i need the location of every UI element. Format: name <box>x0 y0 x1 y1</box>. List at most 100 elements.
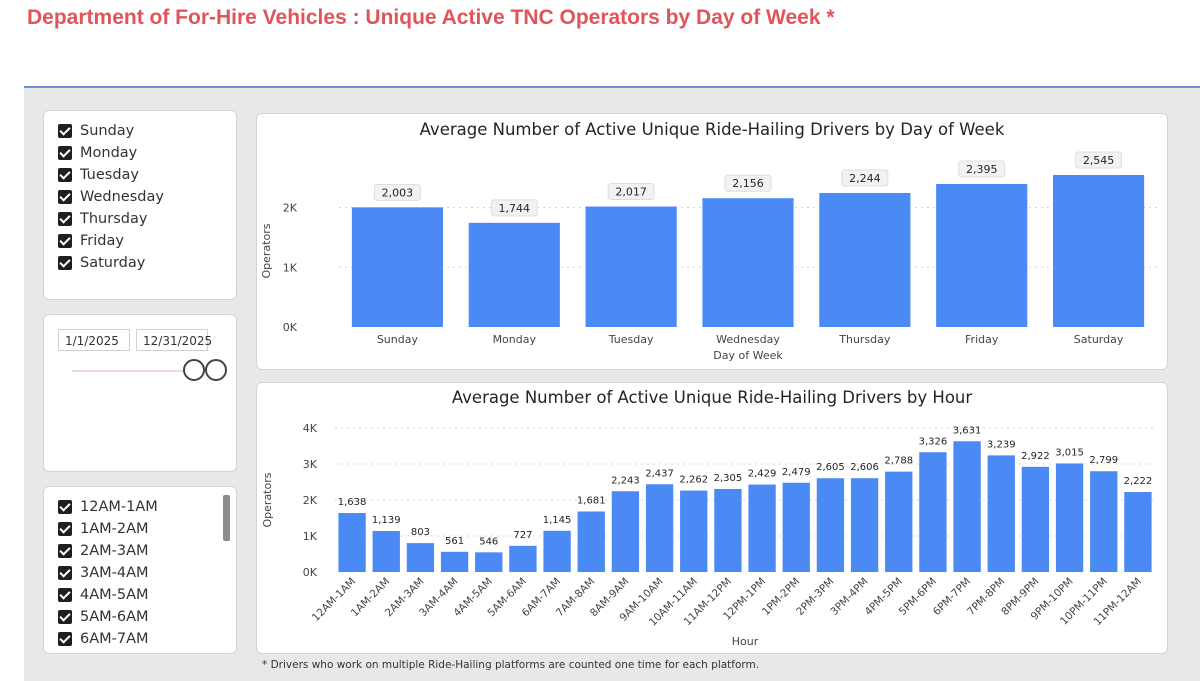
y-tick-label: 0K <box>303 566 318 579</box>
y-tick-label: 1K <box>283 261 298 274</box>
y-tick-label: 2K <box>283 202 298 215</box>
date-range-slicer: 1/1/2025 12/31/2025 <box>43 314 237 472</box>
hour-item-label: 12AM-1AM <box>80 499 158 515</box>
day-item-friday[interactable]: Friday <box>58 230 164 252</box>
day-slicer: Sunday Monday Tuesday Wednesday Thursday… <box>43 110 237 300</box>
bar <box>475 552 503 572</box>
day-item-tuesday[interactable]: Tuesday <box>58 164 164 186</box>
x-tick-label: 12AM-1AM <box>310 576 358 624</box>
hour-item[interactable]: 5AM-6AM <box>58 606 158 628</box>
checkbox-checked-icon[interactable] <box>58 610 72 624</box>
bar <box>406 543 435 572</box>
date-slider-track[interactable] <box>72 370 197 372</box>
data-label-bg <box>841 169 889 187</box>
day-chart-title: Average Number of Active Unique Ride-Hai… <box>419 120 1005 139</box>
data-label: 561 <box>445 536 464 547</box>
data-label: 2,003 <box>382 186 414 199</box>
bar <box>680 490 708 572</box>
data-label-bg <box>958 160 1006 178</box>
hour-slicer-scrollbar[interactable] <box>223 495 230 541</box>
checkbox-checked-icon[interactable] <box>58 500 72 514</box>
checkbox-checked-icon[interactable] <box>58 124 72 138</box>
data-label: 3,239 <box>987 439 1016 450</box>
checkbox-checked-icon[interactable] <box>58 212 72 226</box>
slider-end-handle[interactable] <box>205 359 227 381</box>
bar <box>372 530 400 572</box>
day-item-sunday[interactable]: Sunday <box>58 120 164 142</box>
data-label-bg <box>373 183 421 201</box>
checkbox-checked-icon[interactable] <box>58 146 72 160</box>
checkbox-checked-icon[interactable] <box>58 566 72 580</box>
checkbox-checked-icon[interactable] <box>58 588 72 602</box>
hour-item[interactable]: 4AM-5AM <box>58 584 158 606</box>
bar <box>953 441 981 572</box>
day-chart-card: Average Number of Active Unique Ride-Hai… <box>256 113 1168 370</box>
hour-item[interactable]: 3AM-4AM <box>58 562 158 584</box>
data-label: 803 <box>411 527 430 538</box>
day-item-monday[interactable]: Monday <box>58 142 164 164</box>
x-tick-label: Tuesday <box>608 333 654 346</box>
data-label: 2,244 <box>849 172 881 185</box>
hour-item[interactable]: 1AM-2AM <box>58 518 158 540</box>
bar <box>645 484 674 572</box>
hour-item[interactable]: 12AM-1AM <box>58 496 158 518</box>
data-label: 2,017 <box>615 186 647 199</box>
hour-item-label: 5AM-6AM <box>80 609 149 625</box>
data-label: 2,395 <box>966 163 998 176</box>
bar <box>819 192 911 327</box>
checkbox-checked-icon[interactable] <box>58 234 72 248</box>
footnote: * Drivers who work on multiple Ride-Hail… <box>262 659 760 671</box>
bar <box>1052 175 1145 327</box>
hour-item-label: 6AM-7AM <box>80 631 149 647</box>
bar <box>1055 463 1084 572</box>
bar <box>1124 492 1152 572</box>
hour-item[interactable]: 6AM-7AM <box>58 628 158 650</box>
y-tick-label: 4K <box>303 422 318 435</box>
data-label: 2,606 <box>850 462 879 473</box>
day-item-label: Wednesday <box>80 189 164 205</box>
hour-chart-title: Average Number of Active Unique Ride-Hai… <box>451 388 973 407</box>
data-label: 2,922 <box>1021 451 1050 462</box>
bar <box>468 222 560 327</box>
day-item-thursday[interactable]: Thursday <box>58 208 164 230</box>
slider-start-handle[interactable] <box>183 359 205 381</box>
checkbox-checked-icon[interactable] <box>58 190 72 204</box>
day-item-saturday[interactable]: Saturday <box>58 252 164 274</box>
checkbox-checked-icon[interactable] <box>58 522 72 536</box>
bar <box>509 545 537 572</box>
bar <box>577 511 605 572</box>
data-label: 2,545 <box>1083 154 1115 167</box>
data-label: 2,222 <box>1124 476 1153 487</box>
bar <box>338 513 366 572</box>
hour-item-label: 4AM-5AM <box>80 587 149 603</box>
x-axis-label: Day of Week <box>713 349 783 362</box>
start-date-input[interactable]: 1/1/2025 <box>58 329 130 351</box>
bar <box>936 183 1028 327</box>
hour-item[interactable]: 2AM-3AM <box>58 540 158 562</box>
x-tick-label: Monday <box>493 333 537 346</box>
y-axis-label: Operators <box>261 472 274 527</box>
data-label: 546 <box>479 536 498 547</box>
data-label: 2,479 <box>782 467 811 478</box>
bar <box>440 551 469 572</box>
checkbox-checked-icon[interactable] <box>58 168 72 182</box>
data-label: 1,145 <box>543 515 572 526</box>
day-of-week-bar-chart: 0K 1K 2K Operators 2,003 Sunday 1,744 Monday 2,0… <box>260 151 1157 362</box>
x-tick-label: Saturday <box>1074 333 1124 346</box>
data-label: 3,015 <box>1055 447 1084 458</box>
checkbox-checked-icon[interactable] <box>58 544 72 558</box>
checkbox-checked-icon[interactable] <box>58 256 72 270</box>
data-label-bg <box>1075 151 1123 169</box>
data-label: 2,156 <box>732 177 764 190</box>
day-item-label: Friday <box>80 233 124 249</box>
end-date-input[interactable]: 12/31/2025 <box>136 329 212 351</box>
day-item-wednesday[interactable]: Wednesday <box>58 186 164 208</box>
hour-slicer: 12AM-1AM 1AM-2AM 2AM-3AM 3AM-4AM 4AM-5AM… <box>43 486 237 654</box>
day-slicer-list: Sunday Monday Tuesday Wednesday Thursday… <box>58 120 164 274</box>
y-tick-label: 0K <box>283 321 298 334</box>
data-label: 2,799 <box>1089 455 1118 466</box>
data-label-bg <box>490 199 538 217</box>
data-label: 2,788 <box>884 456 913 467</box>
checkbox-checked-icon[interactable] <box>58 632 72 646</box>
